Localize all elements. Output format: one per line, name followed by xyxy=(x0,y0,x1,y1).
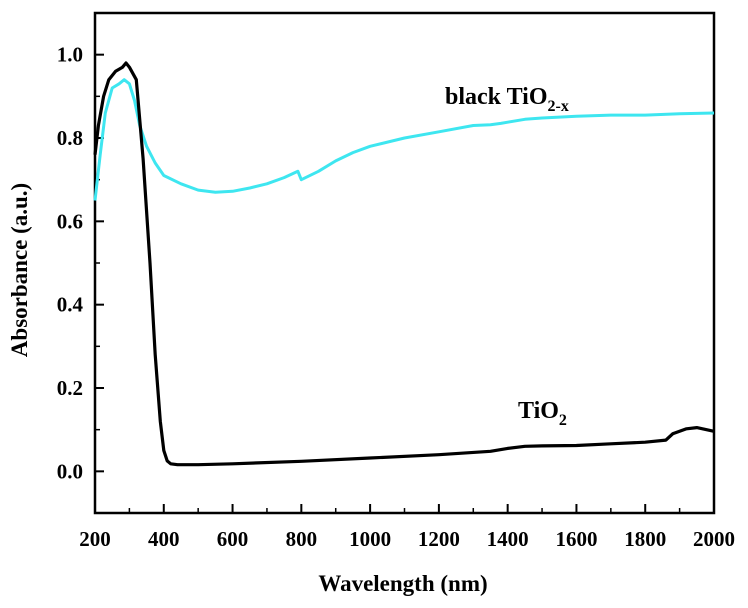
x-axis-title: Wavelength (nm) xyxy=(318,571,487,596)
x-tick-label: 600 xyxy=(217,527,249,551)
x-tick-label: 800 xyxy=(286,527,318,551)
y-tick-label: 0.8 xyxy=(57,126,83,150)
x-tick-label: 1200 xyxy=(418,527,460,551)
x-tick-label: 2000 xyxy=(693,527,735,551)
x-tick-label: 1000 xyxy=(349,527,391,551)
x-tick-label: 1800 xyxy=(624,527,666,551)
y-tick-label: 1.0 xyxy=(57,43,83,67)
y-tick-label: 0.6 xyxy=(57,209,83,233)
y-tick-label: 0.4 xyxy=(57,293,84,317)
series-line-black-tio2-x xyxy=(93,78,715,201)
x-tick-label: 200 xyxy=(79,527,111,551)
x-tick-label: 400 xyxy=(148,527,180,551)
y-tick-label: 0.0 xyxy=(57,459,83,483)
x-tick-label: 1400 xyxy=(487,527,529,551)
y-axis-title: Absorbance (a.u.) xyxy=(7,183,32,357)
plot-frame xyxy=(93,11,716,515)
y-tick-label: 0.2 xyxy=(57,376,83,400)
series-label-tio2: TiO2 xyxy=(518,398,567,429)
x-tick-label: 1600 xyxy=(555,527,597,551)
series-line-tio2 xyxy=(93,61,715,467)
plot-area: 200 400 600 800 1000 1200 1400 1600 1800 2000 0.0 0… xyxy=(57,11,735,551)
series-label-black-tio2-x: black TiO2-x xyxy=(445,84,569,115)
